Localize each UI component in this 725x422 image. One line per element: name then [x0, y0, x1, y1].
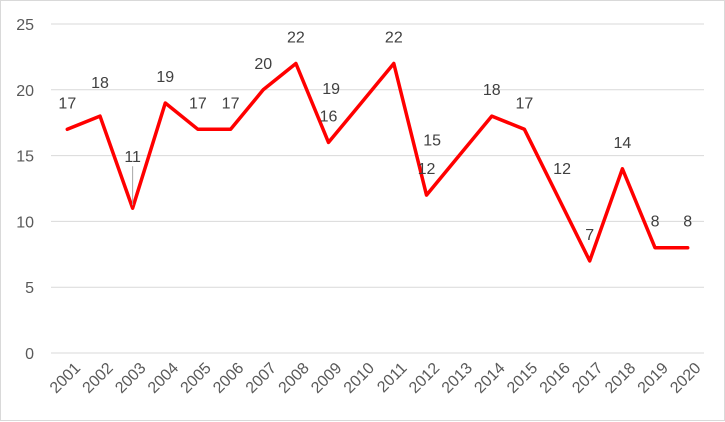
x-tick-label: 2004 [145, 360, 182, 397]
x-tick-label: 2003 [112, 360, 149, 397]
x-tick-label: 2013 [439, 360, 476, 397]
x-tick-label: 2016 [537, 360, 574, 397]
y-tick-label: 10 [16, 214, 34, 231]
x-tick-label: 2006 [210, 360, 247, 397]
x-tick-label: 2005 [178, 360, 215, 397]
data-label: 12 [553, 161, 571, 178]
data-label: 22 [385, 29, 403, 46]
gridlines [51, 23, 704, 354]
y-tick-label: 5 [25, 280, 34, 297]
y-tick-label: 15 [16, 149, 34, 166]
data-label: 11 [124, 149, 141, 166]
data-label: 17 [58, 95, 76, 112]
data-label: 22 [287, 29, 305, 46]
data-label: 17 [189, 95, 207, 112]
x-tick-label: 2020 [667, 360, 704, 397]
x-tick-label: 2009 [308, 360, 345, 397]
x-tick-label: 2012 [406, 360, 443, 397]
series-layer [65, 61, 690, 263]
x-tick-label: 2018 [602, 360, 639, 397]
data-label: 8 [651, 214, 660, 231]
x-tick-label: 2014 [471, 360, 508, 397]
data-label: 8 [683, 214, 692, 231]
y-tick-label: 25 [16, 17, 34, 34]
x-tick-label: 2017 [569, 360, 606, 397]
x-tick-label: 2001 [47, 360, 84, 397]
y-axis-ticks: 0 5 10 15 20 25 [16, 17, 34, 363]
x-tick-label: 2002 [80, 360, 117, 397]
x-tick-label: 2015 [504, 360, 541, 397]
data-label: 15 [423, 133, 441, 150]
data-label: 12 [418, 161, 436, 178]
series-line [65, 61, 690, 263]
data-label: 19 [322, 81, 340, 98]
x-tick-label: 2011 [374, 360, 410, 396]
data-label: 7 [585, 227, 594, 244]
x-axis-ticks: 2001200220032004200520062007200820092010… [47, 360, 705, 397]
y-tick-label: 0 [25, 346, 34, 363]
data-label: 20 [254, 56, 272, 73]
x-tick-label: 2019 [635, 360, 672, 397]
data-label: 18 [91, 75, 109, 92]
data-label: 19 [156, 69, 174, 86]
x-tick-label: 2008 [276, 360, 313, 397]
data-label: 17 [516, 95, 534, 112]
data-label: 16 [320, 108, 338, 125]
data-label: 14 [613, 135, 631, 152]
data-label: 17 [222, 95, 240, 112]
x-tick-label: 2007 [243, 360, 280, 397]
y-tick-label: 20 [16, 83, 34, 100]
x-tick-label: 2010 [341, 360, 378, 397]
data-label: 18 [483, 82, 501, 99]
data-labels: 17 18 11 19 17 17 20 22 16 19 22 12 15 18 17 12 7 14 8 8 [58, 29, 692, 243]
